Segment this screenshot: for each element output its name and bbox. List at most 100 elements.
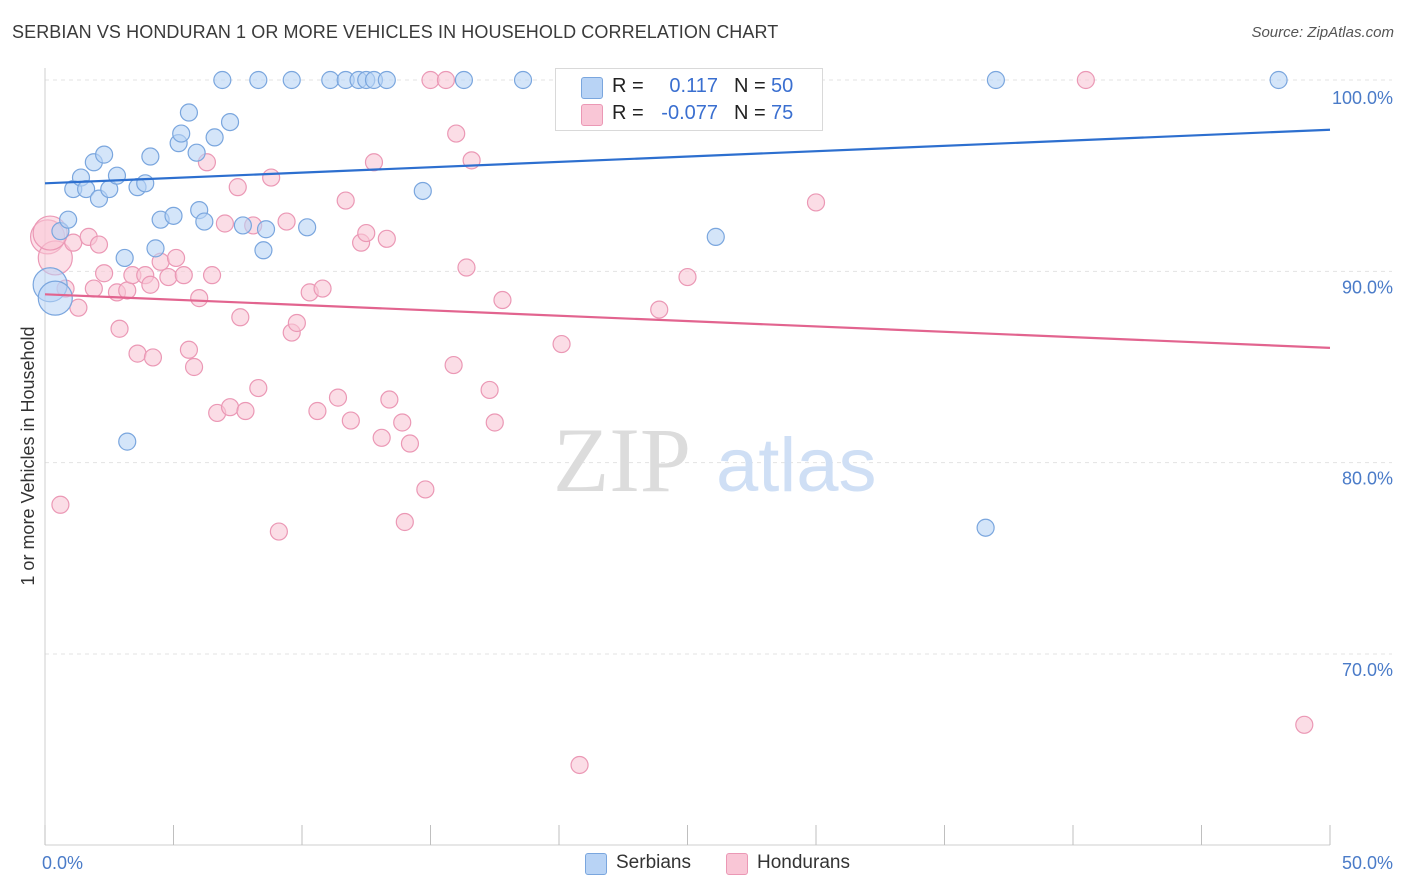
honduran-point <box>228 178 247 197</box>
honduran-point <box>493 290 512 310</box>
honduran-point <box>308 401 327 421</box>
honduran-point <box>231 308 250 327</box>
serbian-point <box>141 147 160 166</box>
honduran-point <box>480 380 499 400</box>
y-tick-label: 90.0% <box>1342 277 1393 297</box>
y-tick-label: 100.0% <box>1332 88 1393 108</box>
honduran-point <box>89 235 109 254</box>
serbian-point <box>187 143 206 162</box>
serbian-point <box>249 70 268 90</box>
serbian-point <box>136 174 155 193</box>
honduran-point <box>249 378 268 398</box>
source-credit: Source: ZipAtlas.com <box>1251 24 1394 41</box>
honduran-point <box>179 340 199 359</box>
watermark-zip: ZIP <box>553 409 691 511</box>
serbian-point <box>59 210 78 229</box>
legend-row-serbians: R = 0.117 N = 50 <box>556 75 822 101</box>
serbian-point <box>146 239 165 258</box>
serbian-point <box>321 70 340 90</box>
honduran-point <box>220 398 240 417</box>
serbian-point <box>282 70 301 90</box>
honduran-point <box>166 248 186 268</box>
honduran-point <box>95 264 114 283</box>
honduran-point <box>313 279 332 298</box>
honduran-point <box>51 495 70 514</box>
honduran-point <box>421 70 440 90</box>
honduran-point <box>328 388 348 407</box>
honduran-point <box>174 266 193 285</box>
honduran-point <box>806 193 826 212</box>
axis-labels: 100.0% 90.0% 80.0% 70.0% 0.0% 50.0% 1 or more … <box>18 88 1393 873</box>
honduran-swatch <box>581 104 603 126</box>
serbian-swatch <box>581 77 603 99</box>
honduran-point <box>416 480 435 499</box>
honduran-point <box>444 355 463 375</box>
serbian-point <box>118 432 137 451</box>
trend-lines <box>44 128 1331 349</box>
serbian-point <box>205 128 224 147</box>
watermark: ZIP atlas <box>553 409 877 511</box>
honduran-point <box>1295 715 1314 734</box>
serbian-point <box>213 70 232 90</box>
honduran-point <box>84 279 103 298</box>
serbian-point <box>298 218 317 237</box>
honduran-point <box>287 313 306 333</box>
serbian-point <box>413 181 432 201</box>
honduran-point <box>570 755 589 775</box>
honduran-point <box>447 124 466 143</box>
legend-r-label: R = <box>612 75 644 97</box>
serbian-point <box>220 112 240 132</box>
serbian-point <box>95 145 114 164</box>
x-tick-label-start: 0.0% <box>42 853 83 873</box>
chart-title: SERBIAN VS HONDURAN 1 OR MORE VEHICLES I… <box>12 22 779 42</box>
honduran-point <box>485 413 504 432</box>
serbian-point <box>115 248 134 268</box>
serbian-point <box>986 70 1006 90</box>
y-tick-label: 70.0% <box>1342 660 1393 680</box>
serbian-point <box>233 216 252 235</box>
y-axis-title: 1 or more Vehicles in Household <box>18 326 38 585</box>
watermark-atlas: atlas <box>716 423 877 508</box>
legend-row-hondurans: R = -0.077 N = 75 <box>556 102 822 128</box>
serbian-point <box>706 227 725 246</box>
legend-n-value: 75 <box>771 102 794 124</box>
grid-lines <box>45 79 1392 655</box>
honduran-point <box>202 266 222 285</box>
honduran-point <box>436 70 456 90</box>
honduran-point <box>372 428 391 447</box>
serbian-point <box>164 206 183 225</box>
honduran-point <box>357 223 376 243</box>
honduran-point <box>143 348 163 367</box>
serbian-point <box>37 280 73 316</box>
honduran-point <box>141 275 160 294</box>
legend-n-value: 50 <box>771 75 794 97</box>
honduran-point <box>184 357 204 377</box>
honduran-trend-line <box>44 293 1331 349</box>
honduran-point <box>678 267 697 287</box>
honduran-point <box>1076 70 1095 90</box>
series-legend: Serbians Hondurans <box>0 852 1406 878</box>
serbian-legend-swatch <box>585 853 607 875</box>
serbian-point <box>976 518 995 537</box>
serbian-point <box>377 70 396 90</box>
honduran-point <box>341 411 360 430</box>
honduran-legend-swatch <box>726 853 748 875</box>
honduran-point <box>395 512 414 532</box>
honduran-point <box>336 191 355 210</box>
legend-n-label: N = <box>734 75 766 97</box>
honduran-point <box>377 229 396 248</box>
legend-label-serbians: Serbians <box>616 852 691 873</box>
serbian-trend-line <box>44 128 1331 185</box>
honduran-point <box>110 319 129 338</box>
honduran-point <box>277 212 296 231</box>
honduran-point <box>393 413 412 432</box>
serbian-point <box>195 212 214 231</box>
legend-r-value: -0.077 <box>661 102 718 124</box>
serbian-point <box>256 220 276 239</box>
honduran-point <box>190 289 209 308</box>
honduran-point <box>400 434 420 453</box>
honduran-point <box>552 334 571 354</box>
legend-r-value: 0.117 <box>669 75 718 97</box>
legend-r-label: R = <box>612 102 644 124</box>
